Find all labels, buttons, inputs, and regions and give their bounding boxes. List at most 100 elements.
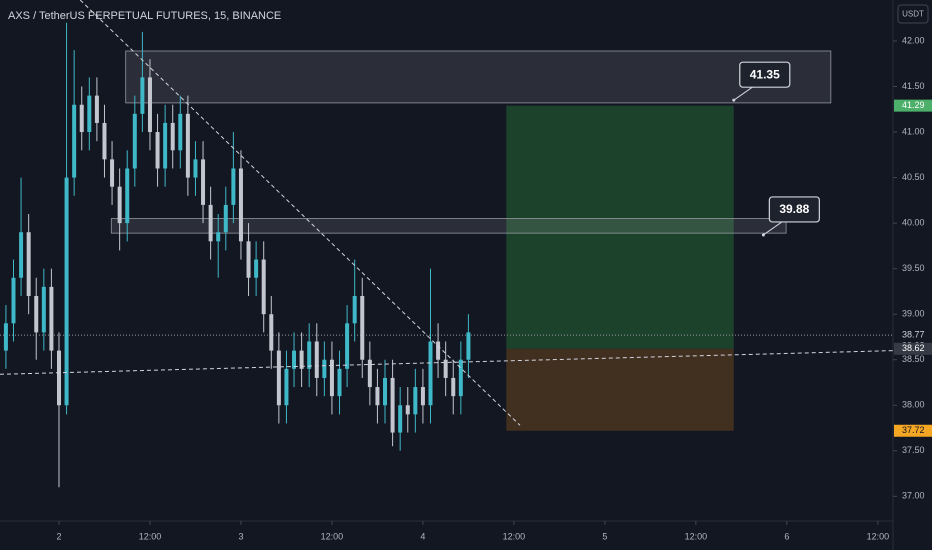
candle-body [231, 168, 236, 205]
target-tag: 41.29 [902, 100, 925, 110]
x-tick-label: 6 [784, 531, 789, 541]
candle-body [41, 286, 46, 333]
candle-body [451, 377, 456, 397]
candle-body [64, 177, 69, 406]
stop-tag-bg [894, 424, 932, 437]
x-tick-label: 12:00 [867, 531, 890, 541]
candle-body [223, 204, 228, 233]
callout-box [739, 61, 791, 88]
x-tick-label: 3 [238, 531, 243, 541]
candle-body [360, 295, 365, 360]
chart-title: AXS / TetherUS PERPETUAL FUTURES, 15, BI… [8, 10, 281, 22]
candle-body [246, 241, 251, 278]
entry-tag-bg [894, 342, 932, 355]
callout-pointer [763, 220, 784, 236]
candle-body [367, 359, 372, 388]
x-tick-label: 12:00 [139, 531, 162, 541]
last-price-tag: 38.77 [902, 330, 925, 340]
candle-body [322, 359, 327, 378]
currency-button[interactable] [897, 4, 929, 24]
candle-body [436, 341, 441, 360]
y-tick-label: 39.50 [902, 263, 925, 273]
callout-pointer [733, 85, 755, 101]
candle-body [299, 350, 304, 369]
loss-zone [506, 348, 734, 431]
candle-body [26, 232, 31, 296]
candle-body [3, 323, 8, 351]
candle-body [208, 204, 213, 242]
candle-body [87, 95, 92, 133]
candle-body [201, 159, 206, 205]
candle-body [428, 341, 433, 406]
candle-body [276, 350, 281, 406]
callout-anchor [732, 98, 736, 102]
candle-body [117, 186, 122, 224]
candle-body [269, 314, 274, 351]
candle-body [314, 341, 319, 378]
x-tick-label: 12:00 [685, 531, 708, 541]
x-tick-label: 2 [56, 531, 61, 541]
candle-body [216, 232, 221, 242]
candle-body [125, 168, 130, 224]
price-zone [125, 50, 832, 104]
candle-body [147, 77, 152, 133]
candle-body [185, 113, 190, 178]
candle-body [79, 104, 84, 133]
x-tick-label: 12:00 [321, 531, 344, 541]
candle-body [178, 113, 183, 151]
candle-body [390, 377, 395, 433]
candle-body [413, 387, 418, 415]
entry-tag: 38.62 [902, 343, 925, 353]
candle-body [443, 359, 448, 378]
y-tick-label: 39.00 [902, 309, 925, 319]
candle-body [193, 159, 198, 178]
candle-body [56, 350, 61, 406]
candle-body [132, 113, 137, 169]
stop-tag: 37.72 [902, 425, 925, 435]
y-tick-label: 40.50 [902, 172, 925, 182]
x-tick-label: 5 [602, 531, 607, 541]
candle-body [94, 95, 99, 123]
y-tick-label: 41.00 [902, 126, 925, 136]
y-tick-label: 40.00 [902, 217, 925, 227]
candle-body [405, 405, 410, 415]
candle-body [163, 122, 168, 169]
candle-body [72, 104, 77, 178]
callout-anchor [761, 233, 765, 237]
y-tick-label: 37.00 [902, 491, 925, 501]
trend-line [79, 0, 521, 426]
candle-body [102, 122, 107, 160]
candle-body [34, 295, 39, 333]
candle-body [19, 232, 24, 278]
candle-body [155, 132, 160, 169]
y-tick-label: 41.50 [902, 81, 925, 91]
candle-body [337, 368, 342, 397]
x-tick-label: 12:00 [503, 531, 526, 541]
candle-body [329, 359, 334, 397]
price-zone [110, 218, 787, 234]
callout-text: 39.88 [779, 202, 809, 216]
candle-body [238, 168, 243, 242]
y-tick-label: 38.50 [902, 354, 925, 364]
candle-body [261, 259, 266, 315]
candle-body [254, 259, 259, 278]
currency-label[interactable]: USDT [902, 10, 924, 19]
candle-body [352, 295, 357, 324]
candle-body [420, 387, 425, 406]
candle-body [458, 359, 463, 397]
trend-line [0, 350, 894, 375]
profit-zone [506, 105, 734, 349]
candle-body [110, 159, 115, 187]
y-tick-label: 37.50 [902, 445, 925, 455]
candle-body [140, 77, 145, 114]
callout-box [768, 196, 820, 223]
candle-body [375, 387, 380, 406]
candle-body [307, 341, 312, 369]
candle-body [466, 332, 471, 360]
candle-body [383, 377, 388, 406]
y-tick-label: 38.00 [902, 400, 925, 410]
candle-body [292, 350, 297, 369]
y-tick-label: 42.00 [902, 35, 925, 45]
